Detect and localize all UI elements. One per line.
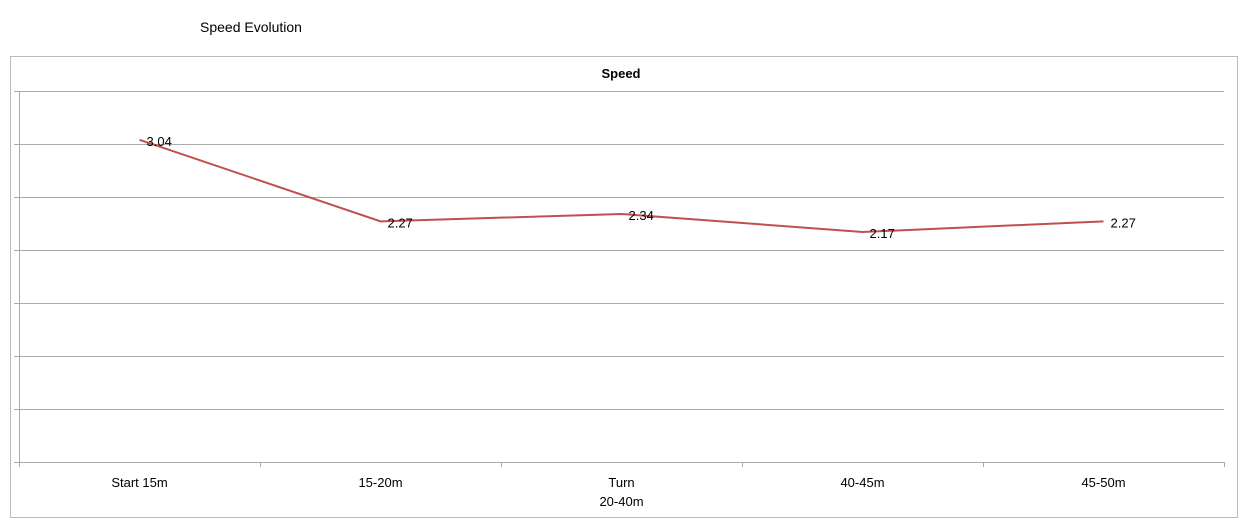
data-label: 3.04: [147, 134, 172, 149]
data-label: 2.34: [629, 208, 654, 223]
data-line: [139, 138, 1104, 233]
data-label: 2.27: [388, 215, 413, 230]
x-tick-label: 40-45m: [840, 475, 884, 490]
data-label: 2.17: [870, 226, 895, 241]
chart-title: Speed: [601, 66, 640, 81]
chart-frame: [10, 56, 1238, 518]
x-tick-label: 15-20m: [358, 475, 402, 490]
x-tick-label: Turn 20-40m: [599, 475, 643, 509]
x-tick-label: 45-50m: [1081, 475, 1125, 490]
x-tick-label: Start 15m: [111, 475, 167, 490]
data-label: 2.27: [1111, 215, 1136, 230]
page-title: Speed Evolution: [200, 19, 302, 35]
